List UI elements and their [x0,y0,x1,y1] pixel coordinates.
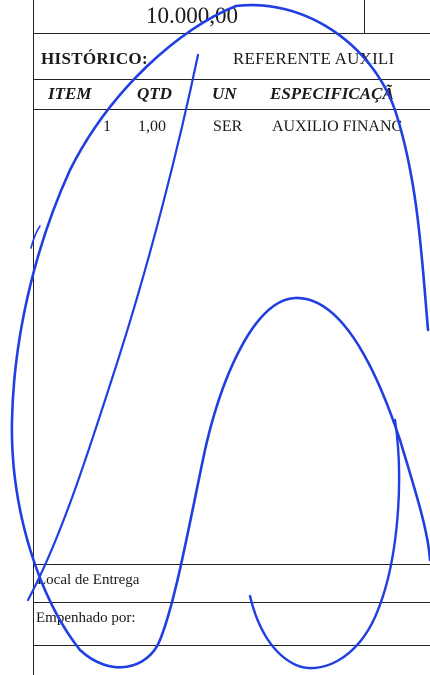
row-rule-empenhado [33,602,430,603]
local-entrega-label: Local de Entrega [37,572,140,588]
col-header-qtd: QTD [137,84,172,103]
row-1-item: 1 [103,118,111,135]
amount-value: 10.000,00 [146,3,238,28]
pen-stroke-inner-loop [26,53,200,602]
row-rule-headers [33,109,430,110]
row-rule-amount [33,33,430,34]
pen-stroke-right-descender [248,418,401,670]
historico-value: REFERENTE AUXILI [233,49,395,68]
row-1-especificacao: AUXILIO FINANC [272,118,403,135]
col-header-item: ITEM [48,84,92,103]
amount-cell-divider [364,0,365,33]
row-1-un: SER [213,118,243,135]
row-rule-historico [33,79,430,80]
row-rule-bottom [33,645,430,646]
empenhado-por-label: Empenhado por: [36,610,136,626]
row-1-qtd: 1,00 [138,118,166,135]
left-border [33,0,34,675]
col-header-un: UN [212,84,237,103]
row-rule-local-entrega [33,564,430,565]
col-header-especificacao: ESPECIFICAÇÃ [270,84,394,103]
pen-stroke-outer-loop [10,4,430,669]
historico-label: HISTÓRICO: [41,49,148,68]
